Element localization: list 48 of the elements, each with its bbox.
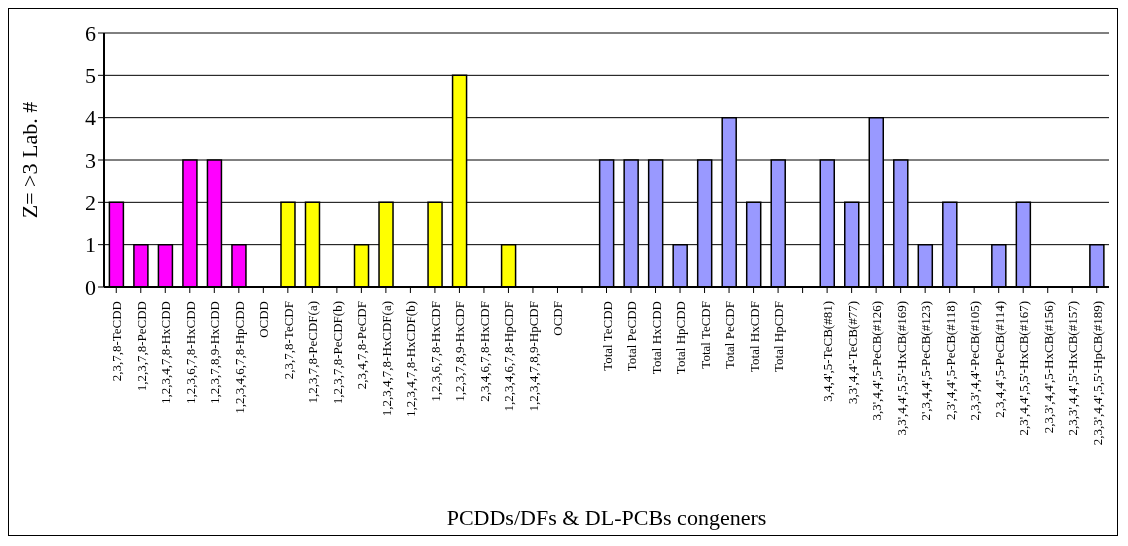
x-tick-label: Total HpCDD: [673, 301, 689, 375]
y-tick-label: 3: [85, 147, 96, 173]
y-tick-label: 4: [85, 105, 96, 131]
x-tick-label: Total PeCDF: [722, 301, 738, 370]
x-tick-label: 2,3,7,8-TeCDD: [109, 301, 125, 382]
x-tick-label: 1,2,3,4,7,8-HxCDF(a): [378, 301, 394, 417]
y-tick-label: 6: [85, 20, 96, 46]
x-tick-label: 2,3,3',4,4',5-HxCB(#156): [1040, 301, 1056, 434]
x-tick-label: 3,3',4,4'-TeCB(#77): [844, 301, 860, 405]
x-tick-label: 1,2,3,4,7,8-HxCDF(b): [403, 301, 419, 417]
x-tick-label: 2,3',4,4',5,5'-HxCB(#167): [1016, 301, 1032, 436]
x-tick-label: 1,2,3,4,6,7,8-HpCDD: [231, 301, 247, 414]
x-tick-label: 1,2,3,7,8-PeCDF(a): [305, 301, 321, 404]
x-tick-label: 3,3',4,4',5,5'-HxCB(#169): [893, 301, 909, 436]
x-tick-label: Total HxCDF: [746, 301, 762, 372]
x-tick-label: 2,3,3',4,4'-PeCB(#105): [967, 301, 983, 421]
x-tick-label: 2,3,4,4',5-PeCB(#114): [991, 301, 1007, 418]
x-tick-label: 1,2,3,7,8-PeCDD: [133, 301, 149, 392]
x-tick-label: 1,2,3,7,8,9-HxCDD: [207, 301, 223, 404]
x-tick-label: 2,3,4,7,8-PeCDF: [354, 301, 370, 390]
y-tick-label: 5: [85, 63, 96, 89]
x-tick-label: 1,2,3,4,7,8,9-HpCDF: [525, 301, 541, 412]
x-tick-label: 2,3,3',4,4',5,5'-HpCB(#189): [1089, 301, 1105, 446]
x-tick-label: 2,3',4,4',5-PeCB(#118): [942, 301, 958, 421]
x-tick-label: 1,2,3,6,7,8-HxCDD: [182, 301, 198, 404]
x-tick-label: 1,2,3,7,8-PeCDF(b): [329, 301, 345, 405]
x-tick-label: 1,2,3,4,6,7,8-HpCDF: [501, 301, 517, 412]
x-tick-label: OCDD: [256, 301, 272, 338]
x-tick-label: 2,3,7,8-TeCDF: [280, 301, 296, 380]
x-tick-label: 2,3,3',4,4',5'-HxCB(#157): [1065, 301, 1081, 436]
x-tick-label: 3,3',4,4',5-PeCB(#126): [869, 301, 885, 421]
x-tick-label: 1,2,3,7,8,9-HxCDF: [452, 301, 468, 402]
x-tick-label: OCDF: [550, 301, 566, 336]
x-tick-label: Total TeCDD: [599, 301, 615, 371]
x-tick-label: 3,4,4',5-TeCB(#81): [820, 301, 836, 402]
x-axis-title: PCDDs/DFs & DL-PCBs congeners: [446, 505, 767, 530]
x-tick-label: Total PeCDD: [624, 301, 640, 372]
y-axis-title: Z= >3 Lab. #: [16, 101, 42, 219]
y-tick-label: 1: [85, 232, 96, 258]
y-tick-label: 2: [85, 190, 96, 216]
x-tick-label: 1,2,3,6,7,8-HxCDF: [427, 301, 443, 402]
y-tick-label: 0: [85, 274, 96, 300]
x-tick-label: 2,3,4,6,7,8-HxCDF: [476, 301, 492, 402]
x-tick-label: Total HpCDF: [771, 301, 787, 372]
x-tick-label: 2',3,4,4',5-PeCB(#123): [918, 301, 934, 421]
x-tick-label: Total TeCDF: [697, 301, 713, 369]
x-tick-label: 1,2,3,4,7,8-HxCDD: [158, 301, 174, 404]
x-tick-label: Total HxCDD: [648, 301, 664, 375]
